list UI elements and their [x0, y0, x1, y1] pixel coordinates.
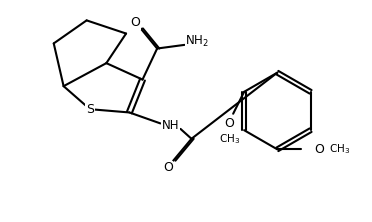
- Text: NH$_2$: NH$_2$: [185, 34, 209, 49]
- Text: O: O: [314, 143, 324, 156]
- Text: S: S: [86, 103, 94, 116]
- Text: O: O: [130, 16, 140, 30]
- Text: O: O: [224, 117, 234, 131]
- Text: CH$_3$: CH$_3$: [219, 132, 240, 146]
- Text: CH$_3$: CH$_3$: [329, 143, 350, 156]
- Text: NH: NH: [162, 119, 179, 133]
- Text: O: O: [163, 161, 173, 174]
